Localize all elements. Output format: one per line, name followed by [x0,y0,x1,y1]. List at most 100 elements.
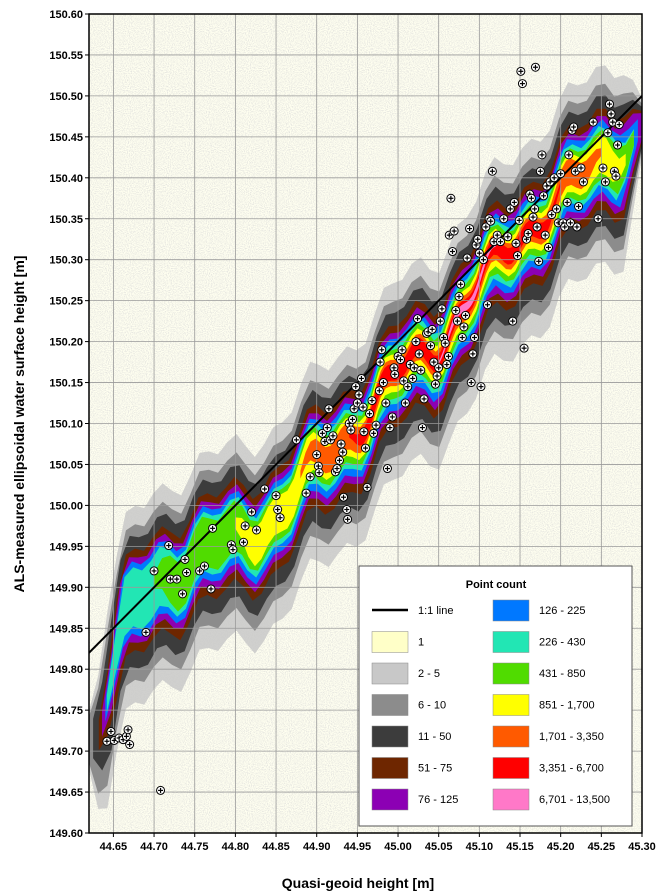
legend-color-swatch [492,599,530,622]
marker-point [334,455,344,465]
legend: Point count 1:1 line 1 2 - 5 6 - 10 11 - 50 5… [358,565,633,827]
markers [102,62,624,795]
marker-point [305,472,315,482]
marker-point [123,725,133,735]
marker-point [530,204,540,214]
marker-point [606,109,616,119]
marker-point [564,150,574,160]
legend-label: 1 [418,637,424,649]
marker-point [426,341,436,351]
marker-point [375,357,385,367]
marker-point [543,242,553,252]
marker-point [469,333,479,343]
x-tick-label: 45.15 [506,841,534,853]
legend-entry: 3,351 - 6,700 [492,757,604,779]
marker-point [369,428,379,438]
marker-point [416,365,426,375]
marker-point [473,234,483,244]
marker-point [429,357,439,367]
marker-point [476,382,486,392]
marker-point [565,218,575,228]
y-tick-label: 149.85 [49,623,83,635]
y-tick-label: 150.05 [49,459,83,471]
marker-point [611,171,621,181]
legend-color-swatch [492,788,530,811]
marker-point [574,201,584,211]
marker-point [523,228,533,238]
marker-point [478,255,488,265]
marker-point [381,398,391,408]
marker-point [535,166,545,176]
x-tick-label: 44.70 [140,841,168,853]
x-tick-label: 45.30 [628,841,656,853]
marker-point [509,197,519,207]
marker-point [519,343,529,353]
marker-point [239,537,249,547]
y-tick-label: 149.75 [49,705,83,717]
legend-color-swatch [371,694,409,716]
legend-color-swatch [492,757,530,779]
marker-point [414,349,424,359]
marker-point [452,316,462,326]
x-tick-label: 45.05 [425,841,453,853]
legend-entry: 226 - 430 [492,631,585,653]
legend-entry: 6 - 10 [371,694,446,716]
legend-entry: 431 - 850 [492,662,585,685]
y-tick-label: 150.20 [49,337,83,349]
marker-point [456,279,466,289]
legend-color-swatch [371,788,409,811]
marker-point [449,226,459,236]
x-tick-label: 45.00 [384,841,412,853]
marker-point [301,488,311,498]
marker-point [271,491,281,501]
x-tick-label: 44.80 [222,841,250,853]
marker-point [199,561,209,571]
y-tick-label: 150.60 [49,9,83,21]
marker-point [367,396,377,406]
marker-point [358,402,368,412]
marker-point [141,627,151,637]
marker-point [442,360,452,370]
x-axis: 44.65 44.70 44.75 44.80 44.85 44.90 44.95 45.00… [100,833,656,853]
marker-point [417,423,427,433]
marker-point [180,554,190,564]
marker-point [593,214,603,224]
x-axis-title: Quasi-geoid height [m] [282,875,434,891]
marker-point [387,412,397,422]
marker-point [260,484,270,494]
marker-point [440,338,450,348]
x-tick-label: 44.75 [181,841,209,853]
marker-point [324,404,334,414]
legend-color-swatch [492,725,530,748]
marker-point [371,420,381,430]
legend-label: 1:1 line [418,605,453,617]
density-band-6-701-13-500 [438,244,496,364]
marker-point [432,371,442,381]
legend-entry: 1 [371,631,424,653]
marker-point [359,427,369,437]
marker-point [125,740,135,750]
marker-point [178,589,188,599]
marker-point [385,423,395,433]
marker-point [517,79,527,89]
legend-label: 6,701 - 13,500 [539,794,610,806]
x-tick-label: 44.90 [303,841,331,853]
legend-label: 6 - 10 [418,700,446,712]
marker-point [446,193,456,203]
marker-point [511,238,521,248]
marker-point [400,398,410,408]
y-tick-label: 150.50 [49,91,83,103]
y-tick-label: 150.55 [49,50,83,62]
marker-point [613,140,623,150]
legend-entry: 2 - 5 [371,662,440,685]
marker-point [537,150,547,160]
marker-point [572,222,582,232]
marker-point [106,726,116,736]
x-tick-label: 44.85 [262,841,290,853]
marker-point [347,414,357,424]
marker-point [336,439,346,449]
marker-point [532,222,542,232]
marker-point [208,523,218,533]
marker-point [356,373,366,383]
